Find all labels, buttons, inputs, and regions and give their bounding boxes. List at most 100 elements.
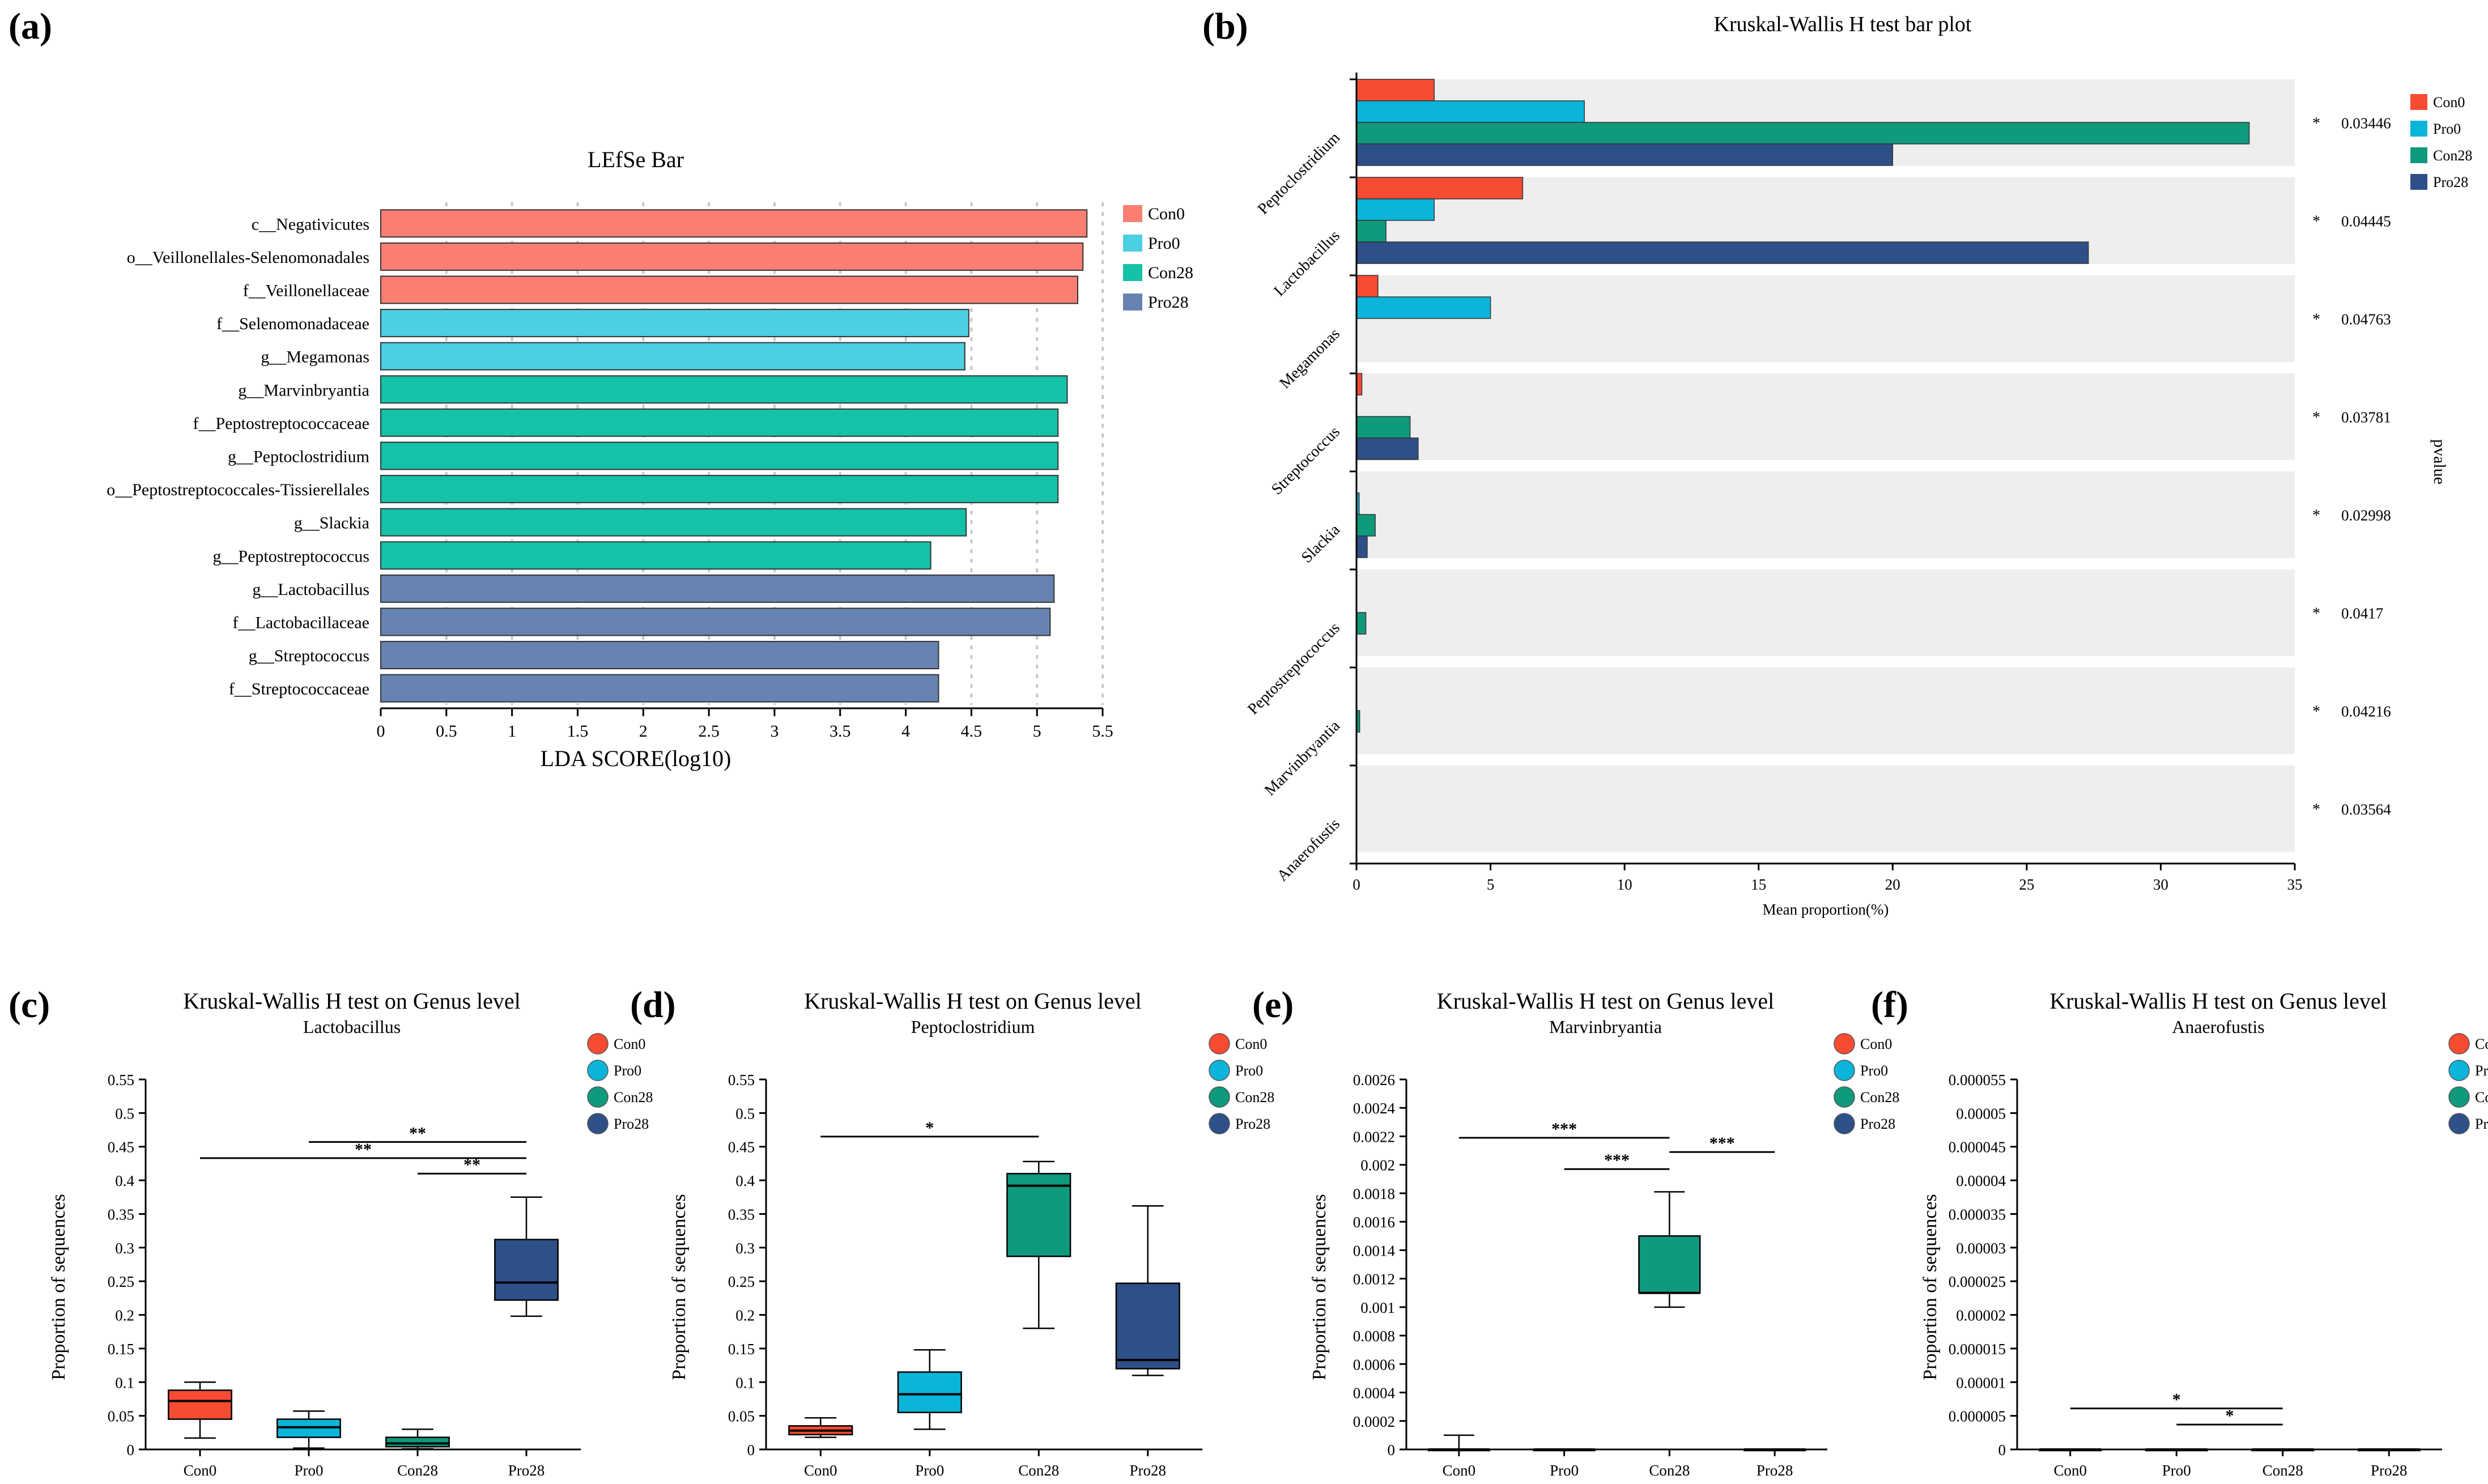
bar [380,209,1088,238]
chart-title: Kruskal-Wallis H test bar plot [1714,12,1972,36]
box [1115,1282,1180,1370]
y-tick-label: 0.35 [108,1206,134,1223]
bar [1356,296,1491,319]
genus-label: Slackia [1298,521,1344,567]
box [1006,1172,1071,1257]
legend-label: Pro28 [1860,1116,1895,1132]
y-tick-label: 0.0024 [1353,1100,1396,1117]
legend-swatch [1123,205,1142,222]
legend-label: Pro28 [1148,293,1189,312]
x-tick-label: 1 [508,722,516,741]
bar [380,441,1059,470]
bar [380,242,1084,271]
legend-label: Pro28 [614,1116,649,1132]
x-tick-label: 0.5 [436,722,457,741]
y-tick-label: 0.4 [115,1172,134,1189]
pvalue-text: 0.02998 [2341,507,2391,524]
chart-subtitle: Marvinbryantia [1549,1017,1662,1037]
bar [380,408,1059,437]
y-tick-label: 0 [1998,1442,2006,1459]
pvalue-marker: * [2312,507,2320,525]
background-band [1356,569,2295,656]
bar [1356,437,1419,460]
legend-label: Pro0 [614,1062,641,1079]
pvalue-text: 0.04216 [2341,703,2391,720]
legend-label: Con28 [2433,147,2472,164]
panel-c-boxplot-lactobacillus: Kruskal-Wallis H test on Genus level Lact… [48,988,653,1479]
y-tick-label: 0.0014 [1353,1242,1396,1259]
legend-label: Pro0 [2433,121,2461,137]
x-tick-label: 30 [2153,876,2168,893]
chart-title: Kruskal-Wallis H test on Genus level [1437,988,1775,1014]
x-tick-label: 4.5 [961,722,983,741]
legend-swatch [1834,1113,1855,1134]
x-tick-label: 2 [639,722,648,741]
background-band [1356,766,2295,852]
x-tick-label: 5.5 [1092,722,1113,741]
legend-label: Con0 [1235,1036,1267,1052]
legend-swatch [1123,294,1142,311]
chart-subtitle: Anaerofustis [2172,1017,2265,1037]
x-tick-label: 5 [1033,722,1041,741]
legend-swatch [1834,1060,1855,1081]
y-tick-label: 0.0002 [1353,1413,1395,1430]
y-tick-label: 0.00004 [1956,1172,2006,1189]
legend-swatch [1834,1086,1855,1108]
x-tick-label: Con0 [804,1462,837,1479]
significance-label: ** [463,1155,480,1174]
y-axis-label: Proportion of sequences [1920,1194,1941,1380]
legend-swatch [2410,94,2427,110]
bar-label: f__Peptostreptococcaceae [193,414,370,433]
bar [380,342,966,371]
box [168,1389,232,1420]
panel-e-boxplot-marvinbryantia: Kruskal-Wallis H test on Genus level Marv… [1309,988,1899,1479]
y-tick-label: 0.0008 [1353,1328,1395,1345]
significance-label: * [925,1119,934,1137]
y-tick-label: 0.45 [108,1139,134,1156]
pvalue-text: 0.03781 [2341,409,2391,426]
pvalue-text: 0.04763 [2341,311,2391,328]
x-tick-label: 10 [1617,876,1632,893]
pvalue-marker: * [2312,605,2320,623]
y-tick-label: 0.4 [735,1172,755,1189]
chart-title: LEfSe Bar [588,147,684,172]
legend-label: Con0 [1148,205,1185,223]
legend-label: Con28 [2475,1089,2488,1105]
bar [380,607,1051,636]
genus-label: Peptostreptococcus [1244,619,1343,718]
x-tick-label: Pro28 [1129,1462,1166,1479]
bar [380,309,969,338]
y-tick-label: 0.35 [728,1206,755,1223]
legend-swatch [1209,1060,1230,1081]
bar-label: f__Lactobacillaceae [233,614,370,632]
panel-d-boxplot-peptoclostridium: Kruskal-Wallis H test on Genus level Pept… [669,988,1274,1479]
y-tick-label: 0.00003 [1956,1240,2006,1257]
x-tick-label: 5 [1487,876,1495,893]
y-tick-label: 0.0018 [1353,1185,1395,1202]
bar [380,275,1078,304]
chart-subtitle: Peptoclostridium [911,1017,1035,1037]
bar-label: g__Slackia [294,514,369,533]
box [494,1239,559,1301]
chart-title: Kruskal-Wallis H test on Genus level [183,988,521,1014]
legend-swatch [2448,1033,2470,1054]
x-tick-label: Con0 [2053,1462,2087,1479]
significance-label: ** [409,1124,426,1142]
panel-label-e: (e) [1252,984,1294,1026]
significance-label: *** [1604,1151,1630,1170]
bar [1356,177,1524,199]
y-tick-label: 0.3 [115,1240,134,1257]
pvalue-marker: * [2312,703,2320,721]
pvalue-text: 0.03446 [2341,115,2391,132]
significance-label: * [2226,1406,2234,1425]
genus-label: Megamonas [1276,325,1343,393]
x-tick-label: Pro0 [1550,1462,1579,1479]
y-tick-label: 0.00005 [1956,1105,2006,1122]
y-tick-label: 0.1 [115,1374,134,1391]
y-tick-label: 0.00001 [1956,1374,2006,1391]
bar-label: g__Peptostreptococcus [212,547,369,565]
box [1638,1235,1701,1294]
pvalue-text: 0.0417 [2341,605,2383,622]
legend-label: Pro0 [1860,1062,1888,1079]
